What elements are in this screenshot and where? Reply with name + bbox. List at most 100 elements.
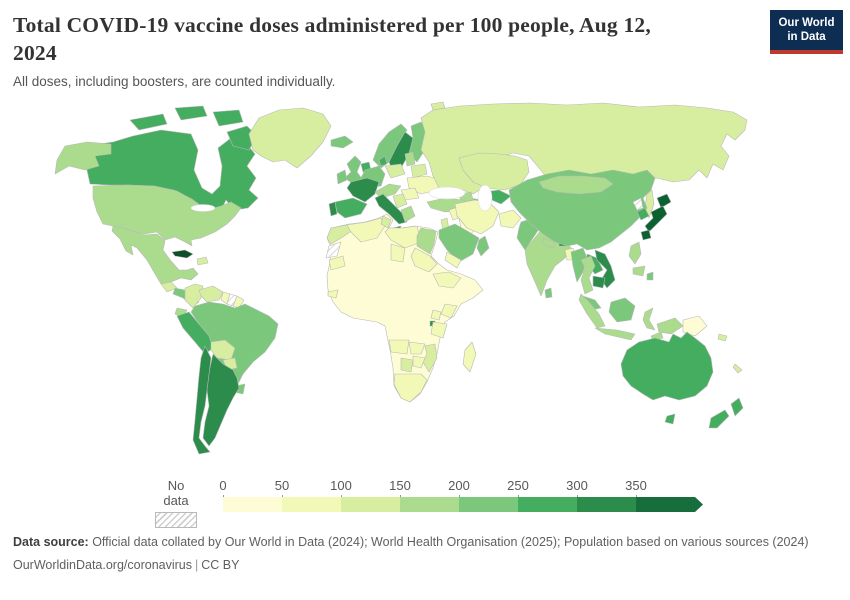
legend-tick-label: 300 [566,478,588,493]
country-denmark[interactable] [378,155,388,167]
country-new-zealand-north[interactable] [730,397,744,417]
country-balkans[interactable] [392,193,408,209]
country-japan-kyushu[interactable] [640,229,652,241]
country-ethiopia[interactable] [432,271,462,289]
country-madagascar[interactable] [462,341,477,373]
legend-bin[interactable] [400,497,459,512]
country-canada-island[interactable] [174,105,208,121]
country-spain[interactable] [334,197,368,219]
country-greenland[interactable] [248,107,332,169]
country-thailand[interactable] [580,255,596,295]
country-new-zealand-south[interactable] [708,409,730,429]
country-svalbard[interactable] [430,101,446,111]
country-zimbabwe[interactable] [412,355,426,369]
legend-bin[interactable] [223,497,282,512]
country-hispaniola[interactable] [196,256,209,266]
country-sulawesi[interactable] [642,307,656,331]
country-afghanistan[interactable] [498,209,522,229]
license-label[interactable]: CC BY [201,558,240,573]
country-china[interactable] [508,169,656,251]
country-myanmar[interactable] [570,247,588,283]
legend-tick-label: 0 [219,478,227,493]
country-taiwan[interactable] [646,271,654,281]
chart-footer: Data source: Official data collated by O… [13,533,818,574]
legend-bin[interactable] [518,497,577,512]
country-philippines[interactable] [628,241,642,265]
country-north-korea[interactable] [632,197,644,211]
country-borneo[interactable] [608,297,636,323]
country-poland[interactable] [384,163,406,179]
country-portugal[interactable] [328,201,338,217]
country-france[interactable] [346,177,380,203]
country-angola[interactable] [388,339,410,355]
country-norway[interactable] [372,123,408,169]
country-canada-island[interactable] [212,109,244,127]
legend-bin[interactable] [636,497,703,512]
country-senegal[interactable] [327,289,339,299]
country-tunisia[interactable] [380,215,392,229]
legend-no-data[interactable]: No data [155,478,197,528]
country-new-caledonia[interactable] [732,363,743,374]
legend-bin[interactable] [282,497,341,512]
country-egypt[interactable] [416,227,437,255]
site-link[interactable]: OurWorldinData.org/coronavirus [13,558,193,573]
country-baltics[interactable] [404,151,416,167]
country-south-korea[interactable] [636,207,650,221]
country-mongolia[interactable] [538,175,614,195]
owid-logo[interactable]: Our World in Data [770,10,843,54]
legend-bin[interactable] [577,497,636,512]
country-vietnam[interactable] [594,249,616,289]
country-tanzania[interactable] [430,321,448,339]
country-italy[interactable] [374,193,408,225]
country-solomon-islands[interactable] [717,333,728,342]
country-kenya[interactable] [440,303,458,319]
country-south-africa[interactable] [393,373,428,403]
country-uganda[interactable] [430,309,442,321]
country-saudi-arabia[interactable] [438,223,480,263]
legend-no-data-label: No data [163,478,189,508]
country-argentina[interactable] [202,353,240,447]
country-tasmania[interactable] [664,413,676,425]
legend-tick-label: 100 [330,478,352,493]
country-libya[interactable] [384,225,422,249]
country-australia[interactable] [620,331,714,401]
legend-bar [223,497,703,512]
country-java[interactable] [594,327,636,341]
legend-tick-label: 200 [448,478,470,493]
country-sudan[interactable] [410,247,438,273]
country-zambia[interactable] [408,341,426,355]
country-philippines-south[interactable] [632,265,646,277]
country-guatemala[interactable] [160,281,178,293]
country-mexico[interactable] [111,225,199,285]
legend-bin[interactable] [459,497,518,512]
country-kazakhstan[interactable] [458,152,530,191]
country-colombia[interactable] [184,283,204,309]
country-mozambique[interactable] [422,343,438,373]
country-yemen[interactable] [444,251,462,269]
country-iceland[interactable] [330,135,354,149]
country-botswana[interactable] [400,357,414,373]
country-oman[interactable] [476,235,490,257]
country-belarus[interactable] [410,163,428,179]
country-west-papua[interactable] [656,317,684,335]
country-nepal[interactable] [542,237,556,249]
country-papua-new-guinea[interactable] [682,315,708,337]
country-greece[interactable] [400,205,416,223]
country-japan-hokkaido[interactable] [656,193,672,209]
country-venezuela[interactable] [198,285,224,303]
country-sumatra[interactable] [578,293,606,329]
country-russia[interactable] [420,102,748,195]
country-sri-lanka[interactable] [544,287,553,299]
country-chad[interactable] [390,243,406,263]
country-algeria[interactable] [346,217,386,243]
country-japan-honshu[interactable] [644,205,668,233]
country-chile[interactable] [192,345,212,455]
country-cambodia[interactable] [592,275,606,289]
country-canada-island[interactable] [129,113,168,131]
country-western-sahara[interactable] [325,241,342,259]
country-cuba[interactable] [171,249,194,259]
country-alaska[interactable] [54,141,112,175]
legend-bin[interactable] [341,497,400,512]
country-mauritania[interactable] [328,255,346,271]
country-ireland[interactable] [336,169,348,185]
